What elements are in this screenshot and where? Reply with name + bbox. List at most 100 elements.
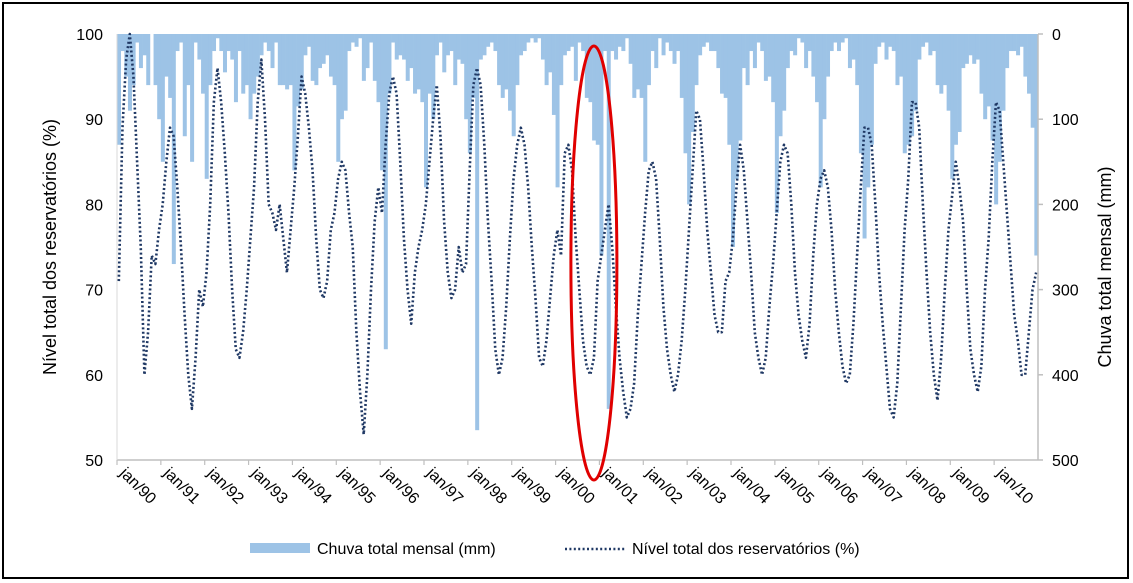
rain-bar	[921, 34, 926, 47]
x-tick-label: jan/95	[335, 464, 379, 508]
rain-bar	[979, 34, 984, 94]
rain-bar	[741, 34, 746, 69]
rain-bar	[117, 34, 121, 145]
rain-bar	[745, 34, 750, 86]
rain-bar	[540, 34, 545, 60]
rain-bar	[241, 34, 246, 94]
rain-bar	[643, 34, 648, 162]
rain-bar	[895, 34, 900, 86]
rain-bar	[840, 34, 845, 43]
x-tick-label: jan/99	[510, 464, 554, 508]
rain-bar	[720, 34, 725, 94]
rain-bar	[807, 34, 812, 52]
y-left-tick-label: 100	[76, 27, 103, 44]
rain-bar	[296, 34, 301, 107]
rain-bar	[646, 34, 651, 86]
rain-bar	[599, 34, 604, 256]
rain-bar	[168, 34, 173, 98]
rain-bar	[953, 34, 958, 145]
rain-bar	[515, 34, 520, 86]
rain-bar	[350, 34, 355, 43]
rain-bar	[1023, 34, 1028, 77]
rain-bar	[153, 34, 158, 86]
x-tick-label: jan/08	[905, 464, 949, 508]
rain-bar	[628, 34, 633, 64]
rain-bar	[277, 34, 282, 86]
rain-bar	[822, 34, 827, 120]
rain-bar	[712, 34, 717, 52]
rain-bar	[657, 34, 662, 39]
rain-bar	[1012, 34, 1017, 52]
rain-bar	[380, 34, 385, 171]
rain-bar	[752, 34, 757, 69]
rain-bar	[727, 34, 732, 145]
reservoir-line-group	[117, 32, 1038, 436]
rain-bar	[551, 34, 556, 115]
rain-bar	[197, 34, 202, 60]
rain-bar	[1027, 34, 1032, 94]
rain-bar	[237, 34, 242, 52]
rain-bar	[833, 34, 838, 43]
rain-bar	[844, 34, 849, 39]
rain-bar	[614, 34, 619, 60]
rain-bar	[248, 34, 253, 120]
annotations	[569, 44, 619, 482]
y-left-tick-label: 70	[85, 283, 103, 300]
rain-bar	[789, 34, 794, 52]
rain-bar	[687, 34, 692, 205]
rain-bar	[661, 34, 666, 56]
rain-bar	[255, 34, 260, 77]
rain-bar	[888, 34, 893, 47]
rain-bar	[537, 34, 542, 39]
rain-bar	[146, 34, 151, 86]
rain-bar	[603, 34, 608, 52]
rain-bar	[570, 34, 575, 47]
rain-bar	[665, 34, 670, 43]
legend-label-level: Nível total dos reservatórios (%)	[632, 541, 860, 558]
x-tick-label: jan/00	[554, 464, 598, 508]
rain-bar	[617, 34, 622, 47]
rain-bar	[299, 34, 304, 90]
rain-bar	[504, 34, 509, 90]
rain-bar	[387, 34, 392, 94]
rain-bar	[179, 34, 184, 43]
rain-bar	[705, 34, 710, 43]
rain-bar	[690, 34, 695, 132]
rain-bar	[208, 34, 213, 86]
rain-bar	[880, 34, 885, 43]
rain-bar	[771, 34, 776, 103]
rain-bar	[577, 34, 582, 43]
rain-bar	[204, 34, 209, 179]
rain-bar	[142, 34, 147, 56]
rain-bar	[244, 34, 249, 86]
rain-bar	[866, 34, 871, 188]
rain-bar	[164, 34, 169, 77]
y-right-tick-label: 400	[1052, 368, 1079, 385]
y-right-tick-label: 100	[1052, 112, 1079, 129]
rain-bar	[453, 34, 458, 86]
rain-bar	[263, 34, 268, 43]
rain-bar	[990, 34, 995, 141]
rain-bar	[252, 34, 257, 94]
rain-bar	[427, 34, 432, 94]
rain-bar	[201, 34, 206, 94]
rain-bar	[815, 34, 820, 103]
rain-bar	[738, 34, 743, 141]
y-left-axis-title: Nível total dos reservatórios (%)	[40, 119, 60, 375]
rain-bar	[782, 34, 787, 111]
rain-bar	[288, 34, 293, 86]
rain-bar	[391, 34, 396, 43]
y-right-axis-title: Chuva total mensal (mm)	[1095, 166, 1115, 367]
rain-bar	[434, 34, 439, 56]
y-left-tick-label: 80	[85, 197, 103, 214]
legend-bar-swatch	[250, 543, 310, 553]
rain-bar	[424, 34, 428, 188]
rain-bar	[899, 34, 904, 77]
x-tick-label: jan/90	[115, 464, 159, 508]
rain-bar	[749, 34, 754, 52]
rain-bar	[796, 34, 801, 39]
rain-bar	[694, 34, 699, 86]
rain-bar	[679, 34, 684, 98]
rain-bar	[756, 34, 761, 43]
